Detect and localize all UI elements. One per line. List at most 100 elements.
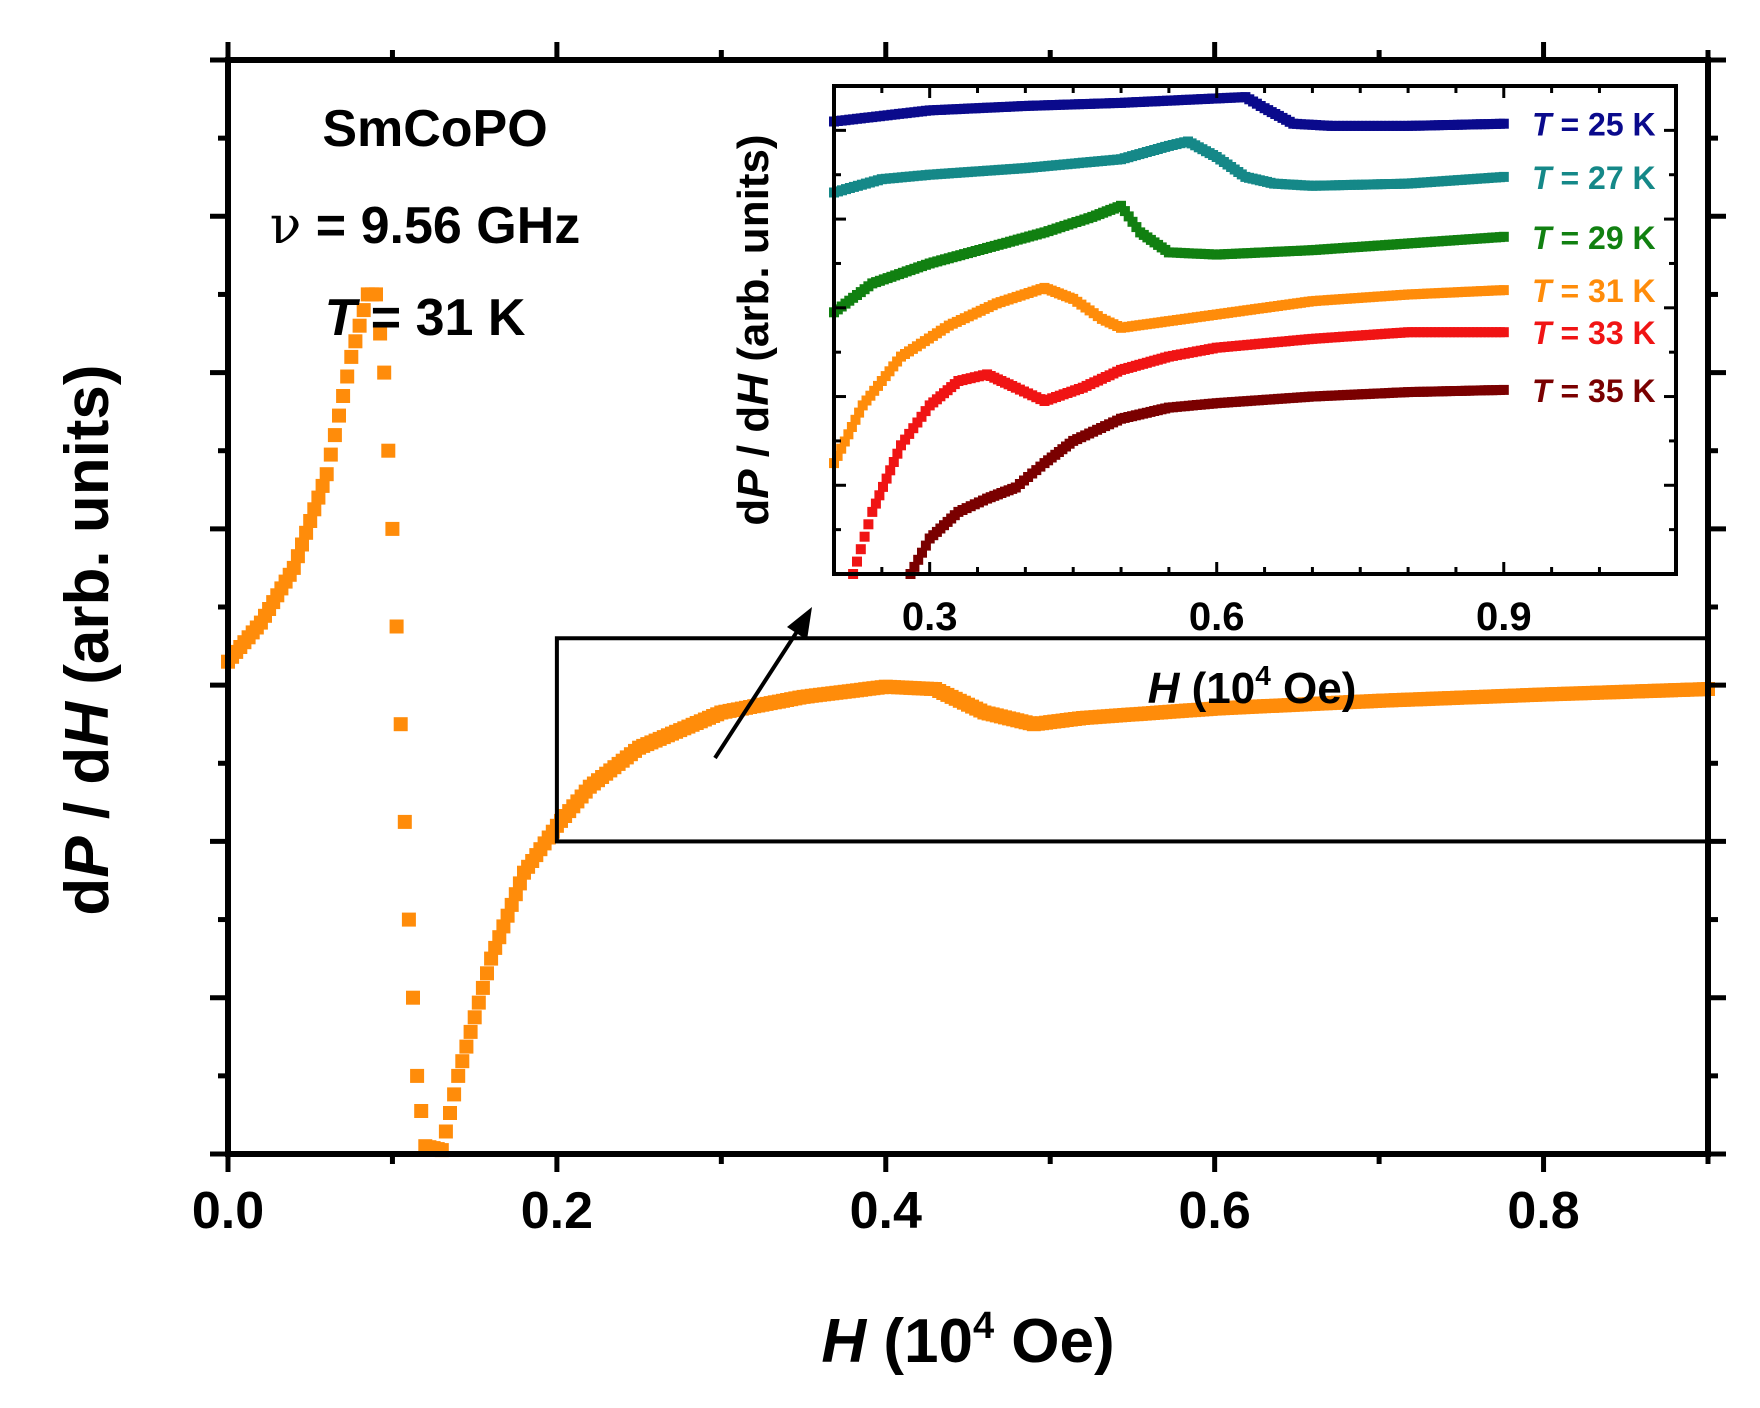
- inset-data-point: [874, 490, 885, 501]
- inset-series-33: [848, 327, 1509, 579]
- main-data-point: [500, 908, 515, 923]
- main-x-tick-label: 0.2: [521, 1182, 593, 1240]
- inset-data-point: [1127, 216, 1138, 227]
- inset-data-point: [1498, 384, 1509, 395]
- main-data-point: [315, 478, 330, 493]
- main-x-tick-label: 0.0: [192, 1182, 264, 1240]
- inset-data-point: [843, 429, 854, 440]
- temperature-annotation: T = 31 K: [325, 289, 526, 347]
- inset-legend-label-33: T = 33 K: [1532, 315, 1656, 351]
- inset-data-point: [908, 423, 919, 434]
- main-data-point: [484, 951, 499, 966]
- main-data-point: [463, 1024, 478, 1039]
- inset-data-point: [888, 457, 899, 467]
- main-data-point: [369, 287, 383, 302]
- main-data-point: [336, 389, 351, 403]
- main-x-tick-label: 0.6: [1179, 1182, 1251, 1240]
- inset-data-point: [1116, 200, 1126, 211]
- main-x-axis-title: H (104 Oe): [821, 1305, 1114, 1376]
- main-data-point: [344, 349, 359, 364]
- main-data-point: [389, 619, 404, 634]
- inset-x-tick-label: 0.3: [902, 595, 958, 639]
- main-data-point: [504, 897, 519, 912]
- main-data-point: [471, 995, 486, 1010]
- main-data-point: [299, 525, 314, 540]
- main-data-point: [356, 303, 371, 318]
- main-data-point: [348, 334, 363, 349]
- inset-data-point: [885, 465, 896, 476]
- main-data-point: [307, 502, 322, 517]
- inset-data-point: [832, 450, 843, 461]
- inset-data-point: [1498, 327, 1509, 338]
- main-data-point: [443, 1106, 457, 1120]
- main-series-0: [221, 287, 1715, 1158]
- inset-series-27: [829, 136, 1509, 198]
- main-data-point: [352, 318, 367, 333]
- inset-data-point: [846, 422, 857, 432]
- inset-x-axis-title: H (104 Oe): [1148, 660, 1357, 713]
- inset-legend: T = 25 K T = 27 K T = 29 K T = 31 K T = 33 K…: [1532, 107, 1656, 409]
- inset-data-point: [1131, 222, 1142, 233]
- main-plot: 0.0 0.2 0.4 0.6 0.8: [192, 42, 1726, 1240]
- inset-data-point: [867, 506, 878, 517]
- inset-x-ticks: 0.3 0.6 0.9: [832, 86, 1601, 639]
- inset-data-point: [881, 473, 892, 484]
- main-data-point: [319, 467, 334, 482]
- inset-series-25: [829, 92, 1509, 131]
- main-data-point: [377, 365, 392, 380]
- main-data-point: [381, 443, 396, 458]
- sample-name: SmCoPO: [322, 100, 547, 158]
- main-data-point: [438, 1124, 453, 1139]
- inset-data-point: [1498, 118, 1509, 129]
- main-data-point: [455, 1054, 470, 1069]
- main-data-point: [340, 369, 355, 384]
- main-data-point: [311, 490, 326, 505]
- inset-series-29: [829, 200, 1509, 318]
- main-data-point: [512, 876, 527, 891]
- inset-data-point: [870, 498, 881, 509]
- inset-data-point: [863, 519, 874, 530]
- zoom-box: [554, 636, 1710, 844]
- main-data-point: [397, 814, 412, 829]
- main-data-point: [393, 717, 408, 732]
- main-data-point: [459, 1039, 474, 1054]
- main-annotations: SmCoPO ν = 9.56 GHz T = 31 K: [270, 100, 581, 347]
- inset-legend-label-31: T = 31 K: [1532, 273, 1656, 309]
- main-data-point: [410, 1068, 425, 1083]
- main-x-ticks: 0.0 0.2 0.4 0.6 0.8: [192, 42, 1711, 1240]
- inset-data-point: [896, 440, 906, 451]
- main-data-point: [447, 1087, 462, 1102]
- main-data-point: [451, 1068, 466, 1083]
- main-data-point: [508, 887, 523, 902]
- inset-data-point: [852, 556, 862, 567]
- inset-plot: 0.3 0.6 0.9 T = 25 K T = 27 K T = 29 K T = 31…: [729, 84, 1678, 713]
- main-y-ticks: [210, 57, 1726, 1157]
- main-data-point: [295, 537, 309, 552]
- inset-data-layer: [829, 92, 1509, 579]
- inset-data-point: [913, 554, 924, 565]
- main-data-point: [327, 428, 342, 443]
- inset-data-point: [1119, 206, 1130, 217]
- inset-x-tick-label: 0.9: [1476, 595, 1532, 639]
- inset-data-point: [1498, 285, 1509, 296]
- main-x-tick-label: 0.8: [1507, 1182, 1579, 1240]
- inset-data-point: [1123, 211, 1134, 222]
- main-data-point: [488, 940, 503, 955]
- inset-data-point: [850, 414, 861, 425]
- inset-data-point: [920, 406, 931, 417]
- inset-series-31: [829, 282, 1509, 469]
- inset-data-point: [916, 411, 927, 422]
- inset-legend-label-27: T = 27 K: [1532, 160, 1656, 196]
- inset-series-35: [905, 384, 1509, 579]
- main-x-tick-label: 0.4: [850, 1182, 922, 1240]
- main-data-point: [467, 1010, 482, 1025]
- main-data-point: [496, 919, 511, 934]
- inset-data-point: [854, 407, 865, 418]
- main-data-point: [332, 408, 346, 423]
- main-y-axis-title: dP / dH (arb. units): [53, 364, 122, 915]
- main-data-point: [414, 1104, 429, 1118]
- main-data-point: [480, 966, 494, 981]
- main-data-point: [373, 326, 388, 341]
- main-data-point: [475, 980, 490, 995]
